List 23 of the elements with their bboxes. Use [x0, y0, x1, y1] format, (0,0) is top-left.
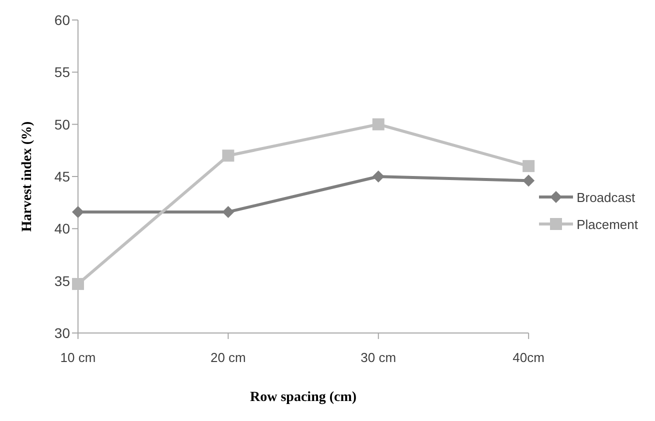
- legend-label: Placement: [576, 216, 638, 232]
- y-tick-label: 60: [54, 12, 70, 28]
- x-axis-title: Row spacing (cm): [250, 390, 357, 405]
- x-tick-label: 10 cm: [60, 350, 96, 366]
- point: [372, 118, 384, 130]
- y-tick-label: 55: [54, 64, 70, 80]
- y-tick-label: 35: [54, 272, 70, 289]
- y-tick-label: 30: [54, 324, 70, 341]
- point: [222, 206, 234, 218]
- point: [522, 174, 535, 187]
- point: [372, 170, 384, 182]
- x-tick-label: 40cm: [512, 350, 544, 366]
- y-tick-label: 45: [54, 168, 70, 184]
- y-tick-label: 50: [54, 116, 70, 132]
- y-tick-label: 40: [54, 220, 70, 237]
- x-tick-label: 30 cm: [360, 350, 396, 366]
- point: [72, 278, 84, 290]
- point: [72, 206, 84, 218]
- point: [222, 150, 234, 162]
- x-tick-label: 20 cm: [210, 350, 246, 366]
- legend-label: Broadcast: [576, 190, 636, 204]
- point: [522, 160, 535, 172]
- y-axis-title: Harvest index (%): [20, 120, 35, 232]
